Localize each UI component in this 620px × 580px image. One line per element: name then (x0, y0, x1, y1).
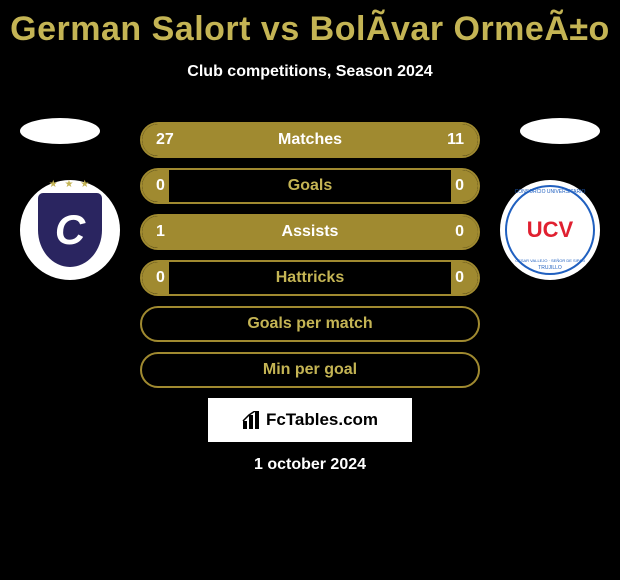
ucv-ring-icon: CONSORCIO UNIVERSITARIO UCV CESAR VALLEJ… (505, 185, 595, 275)
date-line: 1 october 2024 (0, 456, 620, 474)
val-right: 0 (455, 223, 464, 241)
stat-row-gpm: Goals per match (140, 306, 480, 342)
stat-label: Goals (142, 177, 478, 195)
page-title: German Salort vs BolÃvar OrmeÃ±o (0, 0, 620, 49)
stats-area: 27 Matches 11 0 Goals 0 1 Assists 0 0 Ha… (140, 122, 480, 398)
stat-label: Assists (142, 223, 478, 241)
stat-label: Hattricks (142, 269, 478, 287)
brand-name: FcTables.com (266, 410, 378, 430)
stat-label: Matches (142, 131, 478, 149)
val-right: 0 (455, 177, 464, 195)
stat-label: Goals per match (142, 315, 478, 333)
stat-row-goals: 0 Goals 0 (140, 168, 480, 204)
val-right: 0 (455, 269, 464, 287)
club-badge-left: ★ ★ ★ C (20, 180, 120, 280)
ucv-ring-bottom: CESAR VALLEJO · SEÑOR DE SIPAN (515, 258, 584, 263)
shield-stars: ★ ★ ★ (49, 179, 91, 190)
val-right: 11 (447, 131, 464, 149)
subtitle: Club competitions, Season 2024 (0, 63, 620, 81)
country-flag-left (20, 118, 100, 144)
stat-label: Min per goal (142, 361, 478, 379)
ucv-city: TRUJILLO (538, 265, 562, 271)
country-flag-right (520, 118, 600, 144)
ucv-abbrev: UCV (527, 217, 573, 243)
stat-row-assists: 1 Assists 0 (140, 214, 480, 250)
shield-icon: ★ ★ ★ C (35, 190, 105, 270)
club-badge-right: CONSORCIO UNIVERSITARIO UCV CESAR VALLEJ… (500, 180, 600, 280)
shield-letter: C (55, 206, 85, 254)
stat-row-matches: 27 Matches 11 (140, 122, 480, 158)
bars-icon (242, 411, 262, 429)
ucv-ring-top: CONSORCIO UNIVERSITARIO (515, 189, 586, 195)
stat-row-hattricks: 0 Hattricks 0 (140, 260, 480, 296)
brand-logo: FcTables.com (208, 398, 412, 442)
stat-row-mpg: Min per goal (140, 352, 480, 388)
